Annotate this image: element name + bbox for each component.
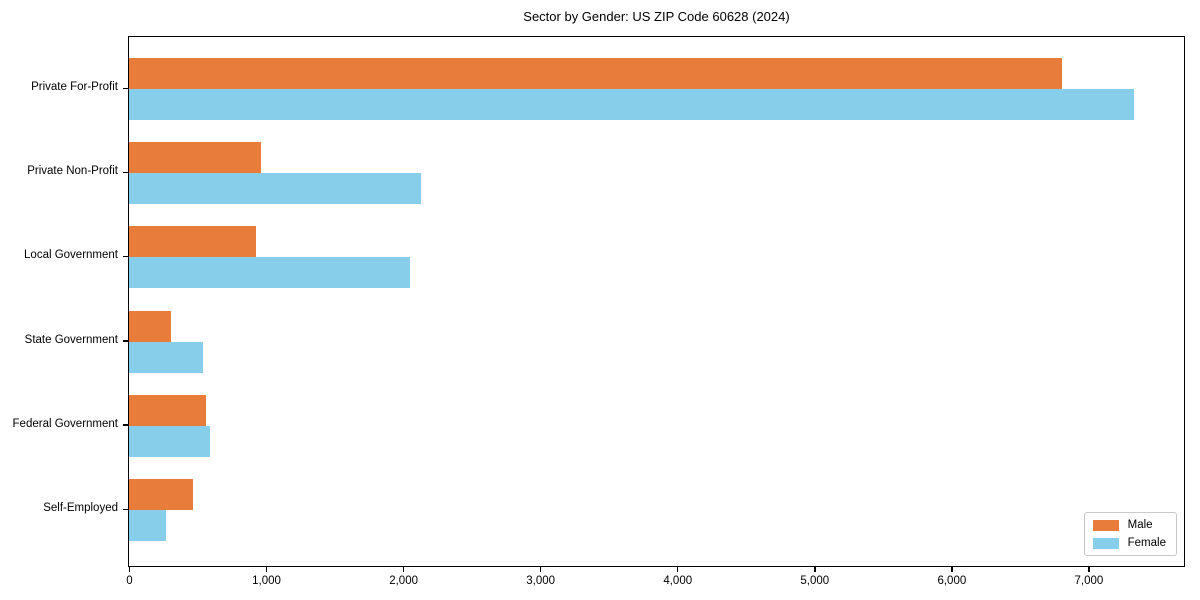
x-tick-mark (539, 567, 542, 572)
y-tick-mark (123, 171, 128, 174)
legend-swatch-male (1092, 519, 1119, 531)
bar-female-private-non-profit (129, 173, 421, 205)
plot-area: Male Female (128, 36, 1185, 567)
x-tick-mark (676, 567, 679, 572)
y-tick-mark (123, 87, 128, 89)
bar-male-private-non-profit (129, 142, 261, 174)
y-tick-label: Private Non-Profit (27, 165, 118, 178)
bar-male-local-government (129, 226, 257, 258)
bar-female-self-employed (129, 510, 166, 541)
x-tick-label: 5,000 (800, 575, 830, 587)
bar-female-state-government (129, 341, 203, 373)
legend-entry-male: Male (1092, 519, 1166, 531)
x-tick-mark (128, 567, 131, 572)
x-tick-mark (402, 567, 405, 572)
x-tick-mark (265, 567, 268, 572)
bar-female-private-for-profit (129, 89, 1134, 120)
bar-male-federal-government (129, 394, 206, 426)
bar-female-federal-government (129, 425, 210, 457)
y-tick-label: State Government (24, 333, 118, 346)
x-tick-mark (814, 567, 816, 572)
y-tick-mark (123, 340, 128, 342)
bar-male-private-for-profit (129, 58, 1063, 89)
y-tick-label: Local Government (24, 249, 118, 262)
y-tick-label: Federal Government (12, 417, 118, 430)
x-tick-label: 3,000 (526, 575, 556, 587)
x-tick-mark (1088, 567, 1090, 572)
bar-male-state-government (129, 310, 172, 342)
y-tick-label: Private For-Profit (31, 81, 118, 93)
legend-label: Female (1127, 537, 1166, 549)
x-tick-label: 0 (126, 575, 133, 587)
bar-male-self-employed (129, 479, 194, 510)
legend-label: Male (1127, 519, 1153, 531)
legend: Male Female (1083, 512, 1177, 556)
legend-entry-female: Female (1092, 537, 1166, 549)
y-tick-label: Self-Employed (43, 502, 118, 514)
y-tick-mark (123, 255, 128, 258)
x-tick-label: 2,000 (389, 575, 418, 587)
legend-swatch-female (1092, 537, 1119, 549)
y-tick-mark (123, 508, 128, 510)
bar-female-local-government (129, 257, 410, 289)
x-tick-mark (951, 567, 953, 572)
chart-title: Sector by Gender: US ZIP Code 60628 (202… (523, 9, 790, 24)
x-tick-label: 1,000 (252, 575, 281, 587)
y-tick-mark (123, 424, 128, 426)
x-tick-label: 6,000 (937, 575, 967, 587)
x-tick-label: 7,000 (1074, 575, 1104, 587)
x-tick-label: 4,000 (663, 575, 693, 587)
